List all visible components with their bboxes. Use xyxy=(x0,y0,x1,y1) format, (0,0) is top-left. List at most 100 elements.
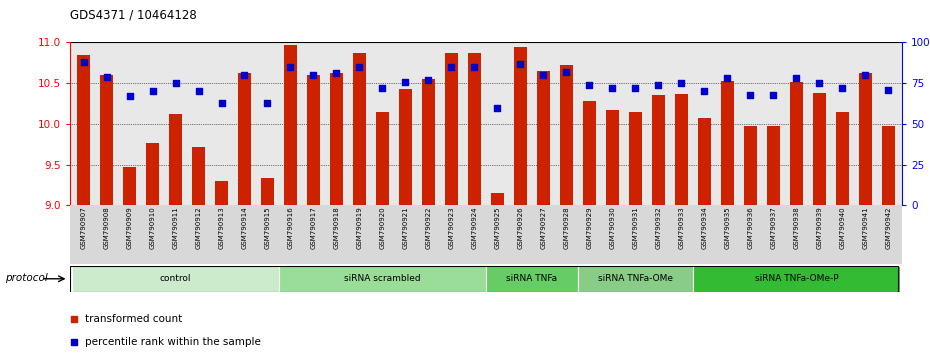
Point xyxy=(260,100,275,105)
Text: GSM790921: GSM790921 xyxy=(403,206,408,249)
Point xyxy=(651,82,666,88)
Bar xyxy=(445,53,458,205)
Text: GSM790932: GSM790932 xyxy=(656,206,661,249)
Point xyxy=(306,72,321,78)
Point xyxy=(766,92,781,97)
Bar xyxy=(813,93,826,205)
Text: GSM790914: GSM790914 xyxy=(242,206,247,249)
Bar xyxy=(123,167,136,205)
Text: siRNA TNFa-OMe-P: siRNA TNFa-OMe-P xyxy=(754,274,838,283)
Text: GSM790925: GSM790925 xyxy=(495,206,500,249)
Point xyxy=(444,64,458,70)
Text: GSM790917: GSM790917 xyxy=(311,206,316,249)
Text: GSM790931: GSM790931 xyxy=(632,206,638,249)
Point xyxy=(375,85,390,91)
Text: siRNA TNFa: siRNA TNFa xyxy=(506,274,557,283)
Bar xyxy=(215,181,228,205)
Text: GSM790907: GSM790907 xyxy=(81,206,86,249)
Point xyxy=(283,64,298,70)
Bar xyxy=(169,114,182,205)
Point xyxy=(628,85,643,91)
Text: GSM790911: GSM790911 xyxy=(173,206,179,249)
Bar xyxy=(468,53,481,205)
Bar xyxy=(146,143,159,205)
Point xyxy=(582,82,597,88)
Bar xyxy=(353,53,365,205)
Bar xyxy=(376,112,389,205)
Text: siRNA TNFa-OMe: siRNA TNFa-OMe xyxy=(598,274,673,283)
Text: GSM790909: GSM790909 xyxy=(126,206,133,249)
Bar xyxy=(698,118,711,205)
Bar xyxy=(767,126,779,205)
Bar xyxy=(485,266,578,292)
Bar xyxy=(538,71,550,205)
Bar xyxy=(285,45,297,205)
Bar xyxy=(836,112,849,205)
Bar xyxy=(675,94,687,205)
Point xyxy=(516,4,531,9)
Text: transformed count: transformed count xyxy=(85,314,182,324)
Text: GSM790920: GSM790920 xyxy=(379,206,385,249)
Point xyxy=(835,85,850,91)
Text: control: control xyxy=(160,274,192,283)
Text: GSM790913: GSM790913 xyxy=(219,206,224,249)
Bar xyxy=(330,73,343,205)
Text: GSM790923: GSM790923 xyxy=(448,206,455,249)
Text: siRNA scrambled: siRNA scrambled xyxy=(344,274,420,283)
Point xyxy=(743,92,758,97)
Bar xyxy=(744,126,757,205)
Bar xyxy=(859,73,871,205)
Point xyxy=(789,75,804,81)
Text: GSM790926: GSM790926 xyxy=(517,206,524,249)
Text: GSM790916: GSM790916 xyxy=(287,206,294,249)
Point xyxy=(214,100,229,105)
Point xyxy=(513,61,528,67)
Point xyxy=(352,64,367,70)
Text: percentile rank within the sample: percentile rank within the sample xyxy=(85,337,260,347)
Point xyxy=(237,72,252,78)
Bar xyxy=(238,73,251,205)
Point xyxy=(191,88,206,94)
Point xyxy=(857,72,872,78)
Point xyxy=(881,87,896,92)
Text: GSM790910: GSM790910 xyxy=(150,206,155,249)
Text: GSM790918: GSM790918 xyxy=(334,206,339,249)
Bar xyxy=(279,266,485,292)
Bar xyxy=(790,81,803,205)
Point xyxy=(100,74,114,80)
Bar xyxy=(261,178,273,205)
Bar xyxy=(100,75,113,205)
Bar xyxy=(193,147,205,205)
Text: GSM790930: GSM790930 xyxy=(609,206,616,249)
Bar xyxy=(491,193,504,205)
Bar xyxy=(307,75,320,205)
Point xyxy=(516,210,531,215)
Text: GSM790928: GSM790928 xyxy=(564,206,569,249)
Text: GSM790942: GSM790942 xyxy=(885,206,891,249)
Point xyxy=(559,69,574,75)
Bar xyxy=(422,79,434,205)
Text: protocol: protocol xyxy=(5,273,47,283)
Text: GSM790935: GSM790935 xyxy=(724,206,730,249)
Point xyxy=(490,105,505,110)
Text: GSM790933: GSM790933 xyxy=(678,206,684,249)
Point xyxy=(329,70,344,76)
Point xyxy=(168,80,183,86)
Point xyxy=(604,85,619,91)
Text: GSM790939: GSM790939 xyxy=(817,206,822,249)
Point xyxy=(421,77,436,83)
Bar xyxy=(70,205,902,264)
Text: GSM790915: GSM790915 xyxy=(264,206,271,249)
Point xyxy=(76,59,91,65)
Text: GSM790912: GSM790912 xyxy=(195,206,202,249)
Bar xyxy=(583,101,596,205)
Point xyxy=(720,75,735,81)
Bar xyxy=(606,110,618,205)
Text: GSM790929: GSM790929 xyxy=(587,206,592,249)
Point xyxy=(674,80,689,86)
Point xyxy=(122,93,137,99)
Bar xyxy=(693,266,900,292)
Bar xyxy=(560,65,573,205)
Text: GSM790922: GSM790922 xyxy=(425,206,432,249)
Bar xyxy=(77,55,90,205)
